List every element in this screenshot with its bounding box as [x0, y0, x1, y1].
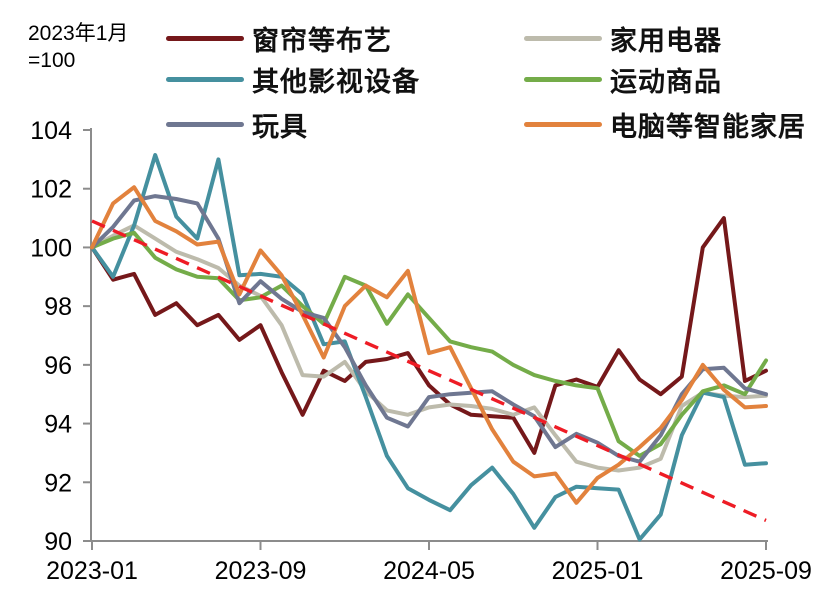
y-tick-label: 92 [44, 469, 72, 497]
legend-swatch-home-appliances [524, 36, 602, 41]
legend-swatch-curtains-fabric [166, 36, 244, 41]
y-tick-label: 90 [44, 528, 72, 556]
legend: 窗帘等布艺 家用电器 其他影视设备 运动商品 玩具 电脑等智能家居 [0, 0, 838, 142]
legend-label-smart-home-computers: 电脑等智能家居 [610, 112, 806, 142]
legend-item-home-appliances: 家用电器 [524, 19, 722, 58]
index-base-note: 2023年1月 =100 [28, 20, 128, 74]
legend-swatch-toys [166, 122, 244, 127]
line-trend-dashed [91, 219, 767, 523]
y-tick-label: 104 [30, 117, 72, 145]
x-tick-label: 2024-05 [383, 557, 475, 585]
legend-label-home-appliances: 家用电器 [610, 26, 722, 56]
line-smart-home-computers [90, 185, 768, 505]
line-curtains-fabric [90, 216, 768, 455]
line-home-appliances [90, 223, 768, 473]
legend-label-other-video-equipment: 其他影视设备 [252, 67, 420, 97]
legend-item-smart-home-computers: 电脑等智能家居 [524, 105, 806, 144]
legend-item-curtains-fabric: 窗帘等布艺 [166, 19, 392, 58]
x-tick-label: 2025-09 [720, 557, 812, 585]
y-tick-label: 98 [44, 293, 72, 321]
y-tick-label: 96 [44, 352, 72, 380]
x-tick-label: 2023-09 [215, 557, 307, 585]
legend-item-other-video-equipment: 其他影视设备 [166, 60, 420, 99]
legend-item-sports-goods: 运动商品 [524, 60, 722, 99]
y-tick-label: 94 [44, 411, 72, 439]
line-toys [90, 194, 768, 464]
legend-swatch-other-video-equipment [166, 77, 244, 82]
index-base-note-line2: =100 [28, 49, 76, 72]
legend-item-toys: 玩具 [166, 105, 308, 144]
legend-label-toys: 玩具 [252, 112, 308, 142]
legend-label-sports-goods: 运动商品 [610, 67, 722, 97]
index-base-note-line1: 2023年1月 [28, 22, 129, 45]
line-sports-goods [90, 230, 768, 458]
y-tick-label: 100 [30, 234, 72, 262]
legend-swatch-sports-goods [524, 77, 602, 82]
x-tick-label: 2025-01 [552, 557, 644, 585]
legend-label-curtains-fabric: 窗帘等布艺 [252, 26, 392, 56]
x-tick-label: 2023-01 [46, 557, 138, 585]
y-tick-label: 102 [30, 176, 72, 204]
legend-swatch-smart-home-computers [524, 122, 602, 127]
